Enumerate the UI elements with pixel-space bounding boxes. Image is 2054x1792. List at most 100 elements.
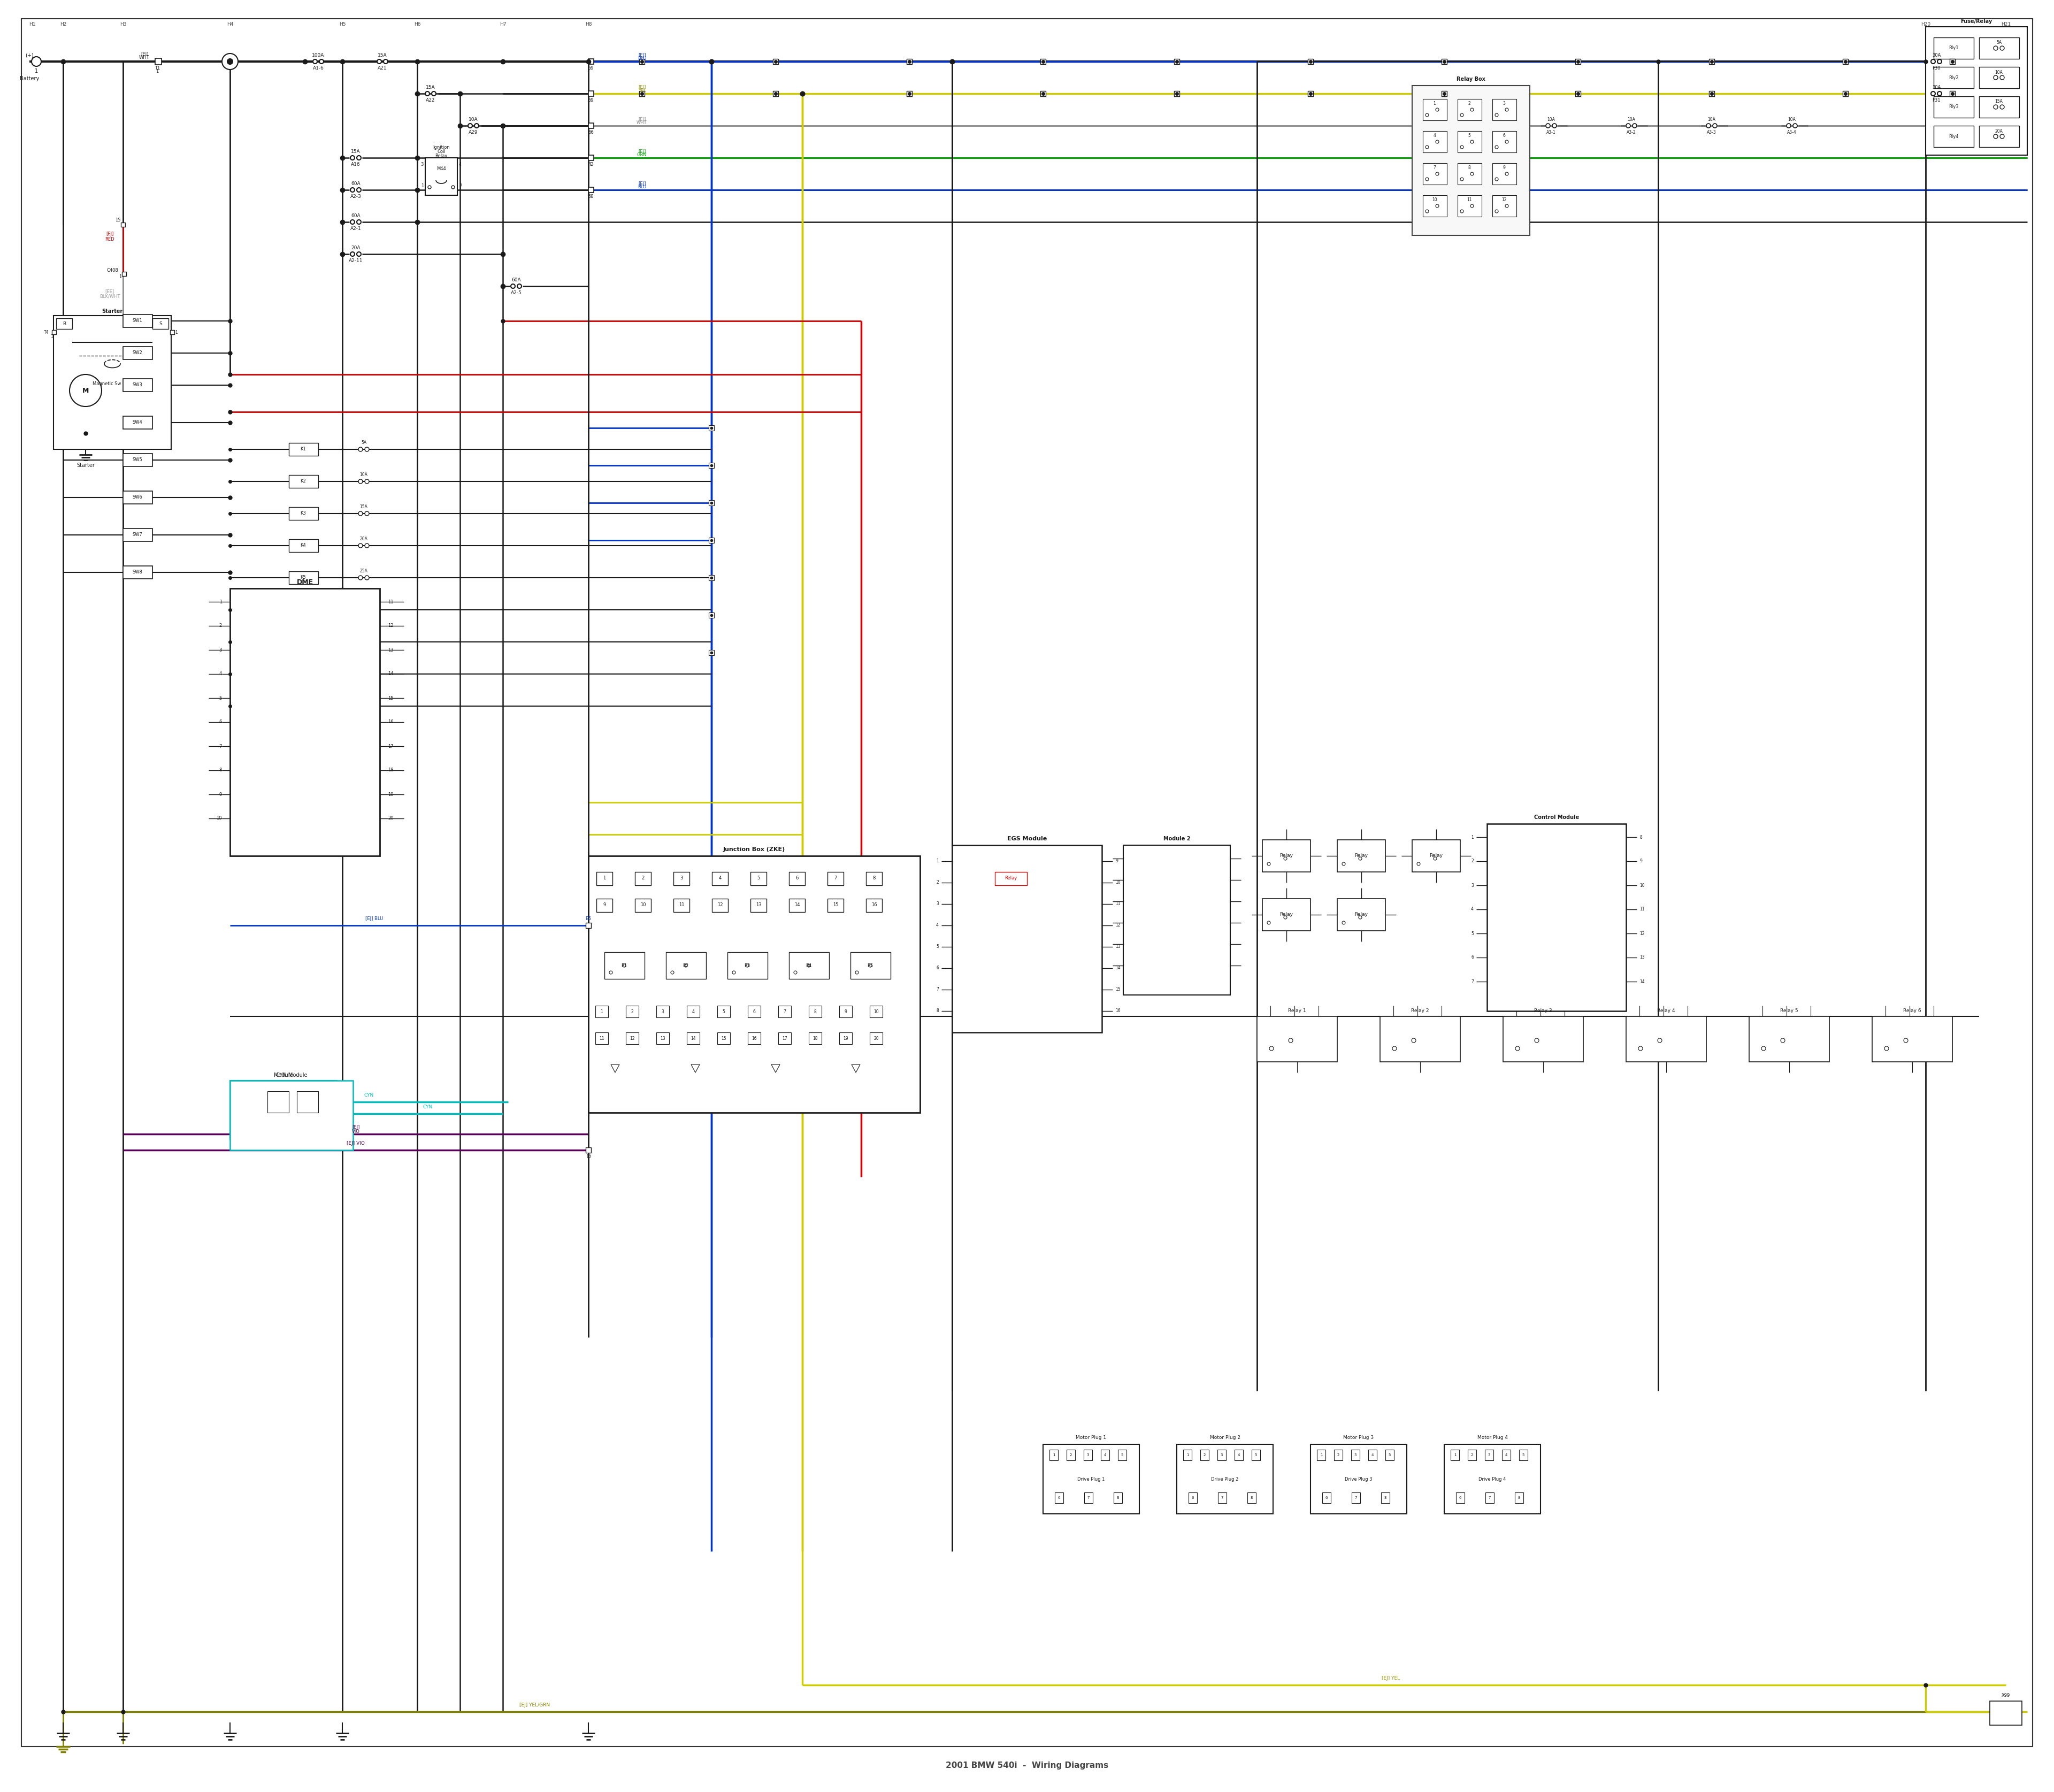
Circle shape (1267, 921, 1269, 925)
Text: 10: 10 (1115, 880, 1119, 885)
Bar (1842, 91, 1849, 97)
Text: 18: 18 (813, 1036, 817, 1041)
Circle shape (684, 964, 688, 968)
Circle shape (518, 285, 522, 289)
Bar (1949, 91, 1955, 97)
Circle shape (357, 188, 362, 192)
Polygon shape (852, 1064, 861, 1073)
Text: Module 2: Module 2 (1163, 837, 1189, 842)
Circle shape (1506, 108, 1508, 111)
Text: H20: H20 (1920, 22, 1931, 27)
Text: 9: 9 (220, 792, 222, 797)
Circle shape (357, 543, 364, 548)
Bar (828, 873, 844, 885)
Circle shape (1534, 1038, 1538, 1043)
Text: 5: 5 (1121, 1453, 1124, 1457)
Text: 4: 4 (458, 161, 462, 167)
Text: 6: 6 (754, 1009, 756, 1014)
Bar (1423, 131, 1446, 152)
Text: 3: 3 (661, 1009, 663, 1014)
Bar (1980, 125, 2019, 147)
Text: 8: 8 (937, 1009, 939, 1014)
Circle shape (366, 543, 370, 548)
Bar (152, 319, 168, 330)
Bar (1352, 1493, 1360, 1503)
Text: 11: 11 (600, 1036, 604, 1041)
Text: 7: 7 (220, 744, 222, 749)
Text: SW5: SW5 (131, 457, 142, 462)
Bar (772, 91, 778, 97)
Bar (869, 1032, 883, 1045)
Text: BLU: BLU (637, 56, 647, 61)
Text: R2: R2 (682, 962, 688, 968)
Text: 2: 2 (937, 880, 939, 885)
Bar (1333, 1450, 1343, 1460)
Text: 7: 7 (1220, 1496, 1224, 1500)
Text: EGS Module: EGS Module (1006, 837, 1048, 842)
Text: 60A: 60A (511, 278, 522, 281)
Text: 20: 20 (873, 1036, 879, 1041)
Text: H1: H1 (29, 22, 35, 27)
Bar (596, 873, 612, 885)
Text: (+): (+) (25, 52, 33, 57)
Text: Starter: Starter (76, 462, 94, 468)
Text: CYN: CYN (364, 1093, 374, 1098)
Text: 2: 2 (1337, 1453, 1339, 1457)
Bar (639, 59, 645, 65)
Text: Module: Module (273, 1073, 294, 1077)
Text: 17: 17 (388, 744, 394, 749)
Bar (1423, 99, 1446, 120)
Circle shape (1793, 124, 1797, 127)
Circle shape (1713, 124, 1717, 127)
Bar (230, 1081, 353, 1150)
Bar (626, 1032, 639, 1045)
Text: A3-1: A3-1 (1547, 129, 1557, 134)
Circle shape (1931, 59, 1935, 65)
Text: T4: T4 (43, 330, 49, 335)
Circle shape (351, 220, 355, 224)
Text: 12: 12 (388, 624, 394, 629)
Bar (1927, 27, 2027, 156)
Circle shape (2001, 47, 2005, 50)
Text: Drive Plug 3: Drive Plug 3 (1345, 1477, 1372, 1482)
Text: 20A: 20A (359, 538, 368, 541)
Bar (1113, 1493, 1121, 1503)
Bar (585, 1147, 592, 1152)
Bar (1458, 163, 1481, 185)
Text: 8: 8 (1117, 1496, 1119, 1500)
Text: 8: 8 (813, 1009, 815, 1014)
Circle shape (1639, 1047, 1643, 1050)
Text: SW6: SW6 (131, 495, 142, 500)
Text: [EJ]: [EJ] (107, 231, 113, 237)
Text: 6: 6 (1458, 1496, 1462, 1500)
Text: Coil: Coil (438, 149, 446, 154)
Circle shape (622, 964, 626, 968)
Text: 1: 1 (1052, 1453, 1056, 1457)
Bar (1933, 125, 1974, 147)
Text: 5: 5 (937, 944, 939, 950)
Text: 11: 11 (388, 599, 394, 604)
Bar (1456, 1493, 1465, 1503)
Text: B: B (62, 321, 66, 326)
Text: CYN Module: CYN Module (275, 1073, 308, 1077)
Bar (290, 572, 318, 584)
Text: YEL: YEL (639, 88, 645, 93)
Circle shape (1904, 1038, 1908, 1043)
Text: 11: 11 (1115, 901, 1119, 907)
Circle shape (672, 971, 674, 975)
Bar (298, 1091, 318, 1113)
Text: 12: 12 (717, 903, 723, 907)
Circle shape (1269, 1047, 1273, 1050)
Text: 42: 42 (587, 163, 594, 167)
Text: Relay: Relay (1280, 912, 1294, 918)
Bar (1980, 97, 2019, 118)
Bar (709, 462, 715, 468)
Circle shape (1762, 1047, 1766, 1050)
Bar (587, 91, 594, 97)
Text: 3: 3 (1220, 1453, 1222, 1457)
Text: Relay 1: Relay 1 (1288, 1009, 1306, 1014)
Circle shape (746, 964, 750, 968)
Circle shape (378, 59, 382, 65)
Bar (1085, 1493, 1093, 1503)
Circle shape (1937, 59, 1941, 65)
